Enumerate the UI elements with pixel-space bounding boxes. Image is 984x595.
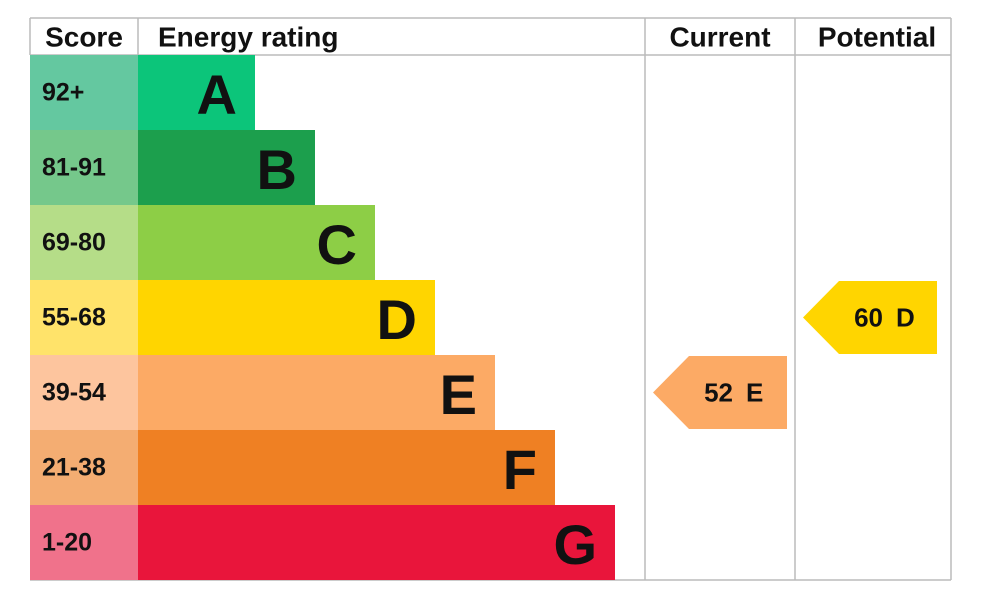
rating-bar: [138, 505, 615, 580]
score-label: 39-54: [42, 379, 106, 407]
header-potential: Potential: [818, 22, 936, 53]
rating-letter: B: [257, 138, 297, 201]
current-rating: E: [746, 378, 763, 408]
current-arrow: [653, 356, 787, 429]
score-cell: [30, 130, 138, 205]
rating-letter: E: [440, 363, 477, 426]
current-value: 52: [704, 378, 733, 408]
rating-letter: A: [197, 63, 237, 126]
score-cell: [30, 355, 138, 430]
score-label: 92+: [42, 79, 84, 107]
score-label: 55-68: [42, 304, 106, 332]
score-label: 81-91: [42, 154, 106, 182]
rating-letter: C: [317, 213, 357, 276]
rating-letter: D: [377, 288, 417, 351]
rating-letter: F: [503, 438, 537, 501]
score-cell: [30, 280, 138, 355]
header-energy-rating: Energy rating: [158, 22, 338, 53]
score-cell: [30, 505, 138, 580]
potential-arrow: [803, 281, 937, 354]
rating-bar: [138, 430, 555, 505]
rating-bar: [138, 130, 315, 205]
header-score: Score: [45, 22, 123, 53]
rating-bar: [138, 280, 435, 355]
rating-bar: [138, 205, 375, 280]
score-cell: [30, 55, 138, 130]
rating-bar: [138, 55, 255, 130]
score-label: 1-20: [42, 529, 92, 557]
potential-rating: D: [896, 303, 915, 333]
potential-value: 60: [854, 303, 883, 333]
score-label: 69-80: [42, 229, 106, 257]
score-cell: [30, 430, 138, 505]
rating-bar: [138, 355, 495, 430]
score-cell: [30, 205, 138, 280]
header-current: Current: [669, 22, 770, 53]
rating-letter: G: [553, 513, 597, 576]
score-label: 21-38: [42, 454, 106, 482]
